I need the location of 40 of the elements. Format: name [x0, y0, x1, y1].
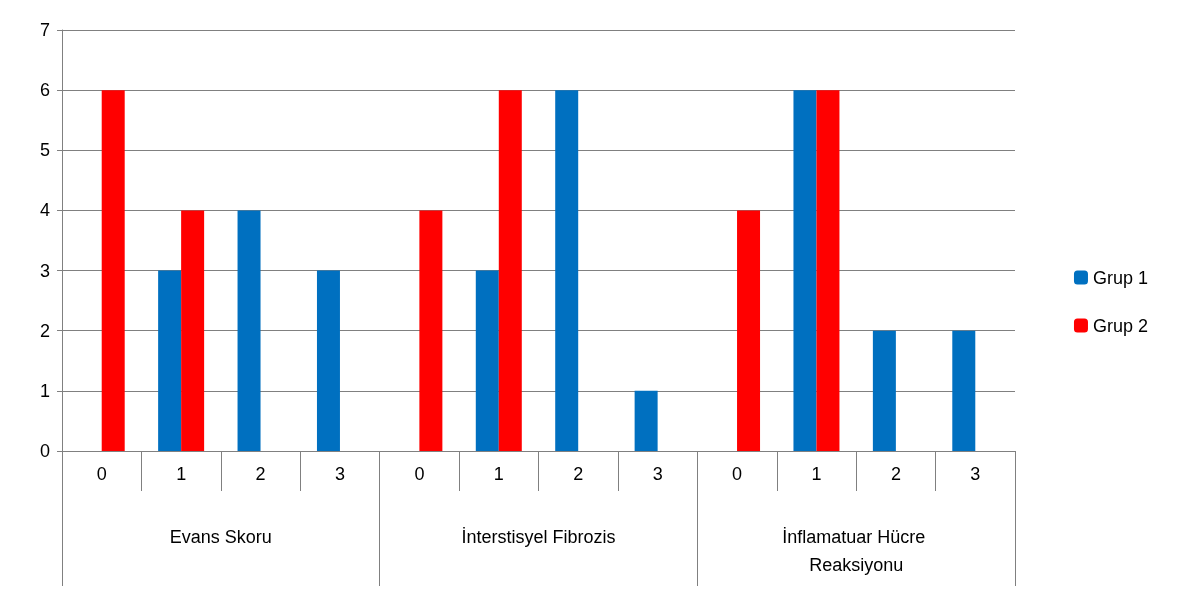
legend-label: Grup 2 [1092, 315, 1148, 336]
bar [419, 210, 443, 451]
y-tick-label: 3 [39, 260, 50, 281]
y-tick-label: 1 [39, 380, 50, 401]
x-tick-label: 0 [96, 464, 107, 484]
bar [872, 330, 896, 451]
y-tick-label: 7 [39, 20, 50, 40]
y-tick-label: 0 [39, 441, 50, 461]
x-tick-label: 2 [255, 464, 266, 484]
text: İnflamatuar Hücre Reaksiyonu [782, 527, 931, 575]
x-tick-label: 0 [414, 464, 425, 484]
x-tick-label: 0 [732, 464, 743, 484]
legend-label: Grup 1 [1092, 267, 1148, 288]
x-tick-label: 1 [176, 464, 187, 484]
text: İnterstisyel Fibrozis [461, 527, 616, 547]
bar [816, 90, 840, 451]
x-tick-label: 1 [811, 464, 822, 484]
text: Evans Skoru [169, 527, 272, 547]
bar [952, 330, 976, 451]
bar [475, 270, 499, 451]
x-tick-label: 3 [652, 464, 663, 484]
x-tick-label: 1 [493, 464, 504, 484]
bar [237, 210, 261, 451]
bar [101, 90, 125, 451]
bar [181, 210, 205, 451]
y-tick-label: 4 [39, 200, 50, 221]
bar [316, 270, 340, 451]
bar [793, 90, 817, 451]
x-tick-label: 3 [970, 464, 981, 484]
bar [498, 90, 522, 451]
bar [634, 390, 658, 451]
bar [737, 210, 761, 451]
x-tick-label: 2 [890, 464, 901, 484]
bar [158, 270, 182, 451]
bar [555, 90, 579, 451]
y-tick-label: 5 [39, 140, 50, 161]
y-tick-label: 6 [39, 80, 50, 101]
y-tick-label: 2 [39, 320, 50, 341]
x-tick-label: 3 [334, 464, 345, 484]
x-tick-label: 2 [573, 464, 584, 484]
